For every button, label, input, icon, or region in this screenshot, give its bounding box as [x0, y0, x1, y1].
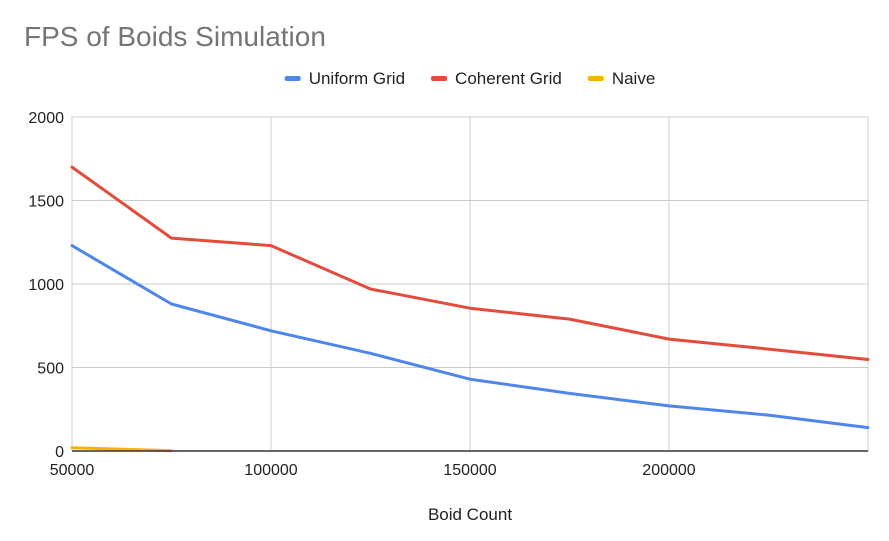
legend-item: Naive	[587, 69, 655, 88]
y-tick-label: 1000	[28, 277, 64, 294]
legend-swatch	[284, 76, 301, 81]
legend-label: Uniform Grid	[309, 69, 405, 88]
x-tick-label: 100000	[244, 462, 297, 479]
legend-swatch	[431, 76, 448, 81]
legend-item: Uniform Grid	[284, 69, 405, 88]
axis-ticks: 0 500 1000 1500 2000 50000 100000 150000 200000	[28, 110, 868, 479]
legend-label: Naive	[612, 69, 655, 88]
x-tick-label: 50000	[50, 462, 95, 479]
y-tick-label: 2000	[28, 110, 64, 127]
legend-swatch	[587, 76, 604, 81]
legend-item: Coherent Grid	[431, 69, 562, 88]
series-lines	[70, 165, 870, 453]
legend-label: Coherent Grid	[455, 69, 562, 88]
gridlines	[71, 116, 869, 452]
y-tick-label: 1500	[28, 194, 64, 211]
y-tick-label: 500	[37, 361, 64, 378]
legend: Uniform Grid Coherent Grid Naive	[284, 69, 655, 88]
y-tick-label: 0	[55, 444, 64, 461]
chart-title: FPS of Boids Simulation	[24, 21, 326, 52]
x-axis-label: Boid Count	[428, 505, 512, 524]
x-tick-label: 200000	[642, 462, 695, 479]
series-line-naive	[70, 446, 173, 453]
series-line-uniform-grid	[70, 244, 870, 430]
x-tick-label: 150000	[443, 462, 496, 479]
series-line-coherent-grid	[70, 165, 870, 361]
